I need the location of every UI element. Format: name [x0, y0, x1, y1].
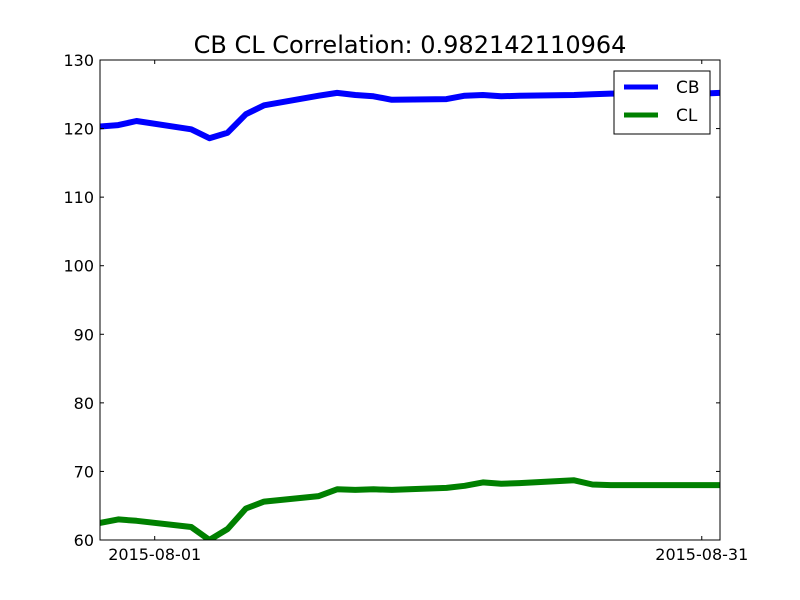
- plot-frame: [99, 59, 721, 541]
- legend-box: [613, 70, 711, 135]
- legend-label-cl: CL: [676, 106, 698, 126]
- x-tick-label: 2015-08-31: [655, 545, 748, 564]
- legend-label-cb: CB: [676, 78, 700, 98]
- series-line-cl: [100, 477, 720, 540]
- series-line-cb: [100, 89, 720, 142]
- y-tick-label: 100: [63, 257, 94, 276]
- y-tick-label: 80: [74, 394, 94, 413]
- y-axis: 60 70 80 90 100 110 120 130: [63, 51, 720, 550]
- y-tick-label: 60: [74, 531, 94, 550]
- y-tick-label: 110: [63, 188, 94, 207]
- y-tick-label: 70: [74, 462, 94, 481]
- series-layer: [100, 89, 720, 540]
- x-tick-label: 2015-08-01: [108, 545, 201, 564]
- x-axis: 2015-08-01 2015-08-31: [108, 60, 748, 564]
- chart-title: CB CL Correlation: 0.982142110964: [194, 31, 627, 59]
- axes-frame: [99, 59, 721, 541]
- y-tick-label: 120: [63, 120, 94, 139]
- legend: CB CL: [613, 70, 711, 135]
- y-tick-label: 90: [74, 325, 94, 344]
- y-tick-label: 130: [63, 51, 94, 70]
